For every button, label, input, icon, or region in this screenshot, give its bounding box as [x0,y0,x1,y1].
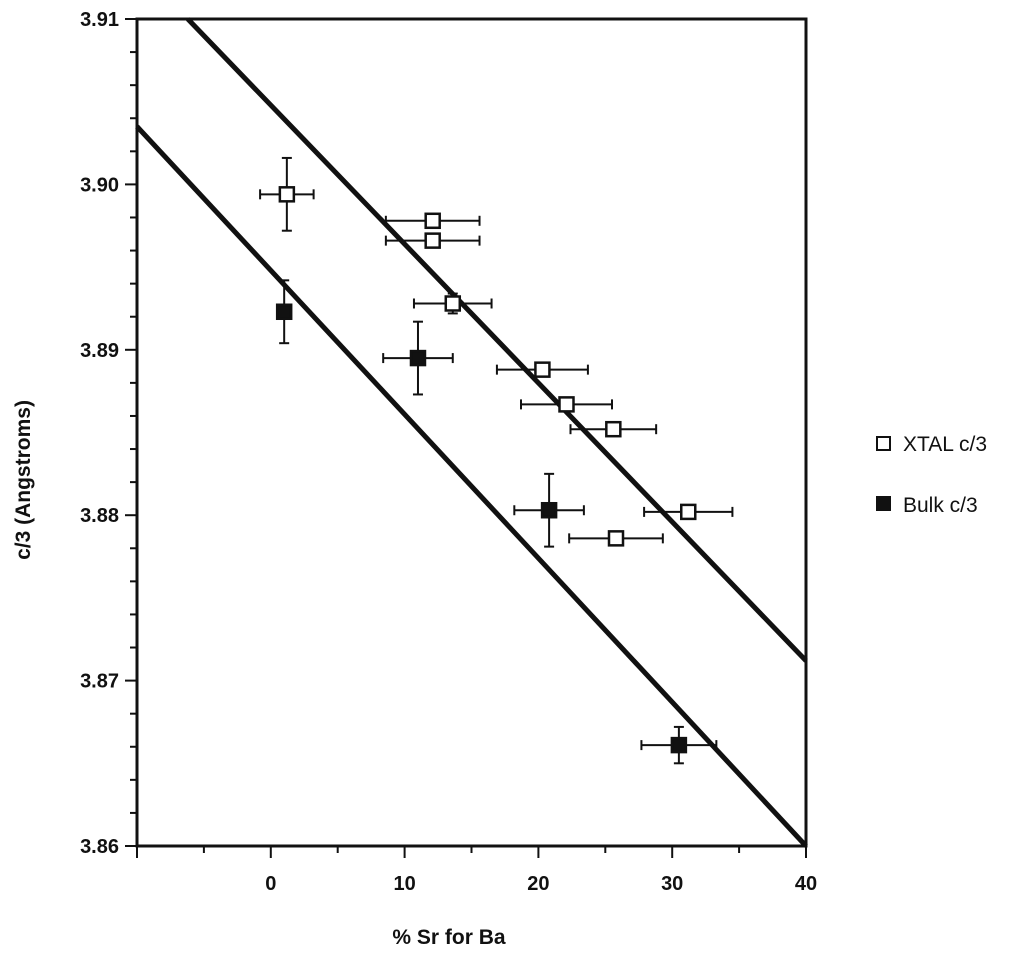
xtal-data-point [520,396,613,413]
xtal-data-point [384,232,481,249]
xtal-data-point [643,503,734,521]
open-square-marker [278,186,296,203]
xtal-data-point [495,361,589,378]
legend-marker-xtal [876,436,891,451]
y-tick-label: 3.86 [80,836,119,858]
open-square-marker [558,396,575,413]
legend-marker-bulk [876,496,891,511]
x-tick-label: 0 [265,873,276,895]
x-tick-label: 10 [393,873,415,895]
filled-square-marker [409,349,427,367]
open-square-marker [444,295,462,312]
open-square-marker [605,420,622,438]
x-tick-label: 20 [527,873,549,895]
filled-square-marker [540,501,558,519]
fit-lines [135,17,808,848]
open-square-marker [424,232,441,249]
xtal-data-point [412,292,493,315]
filled-square-marker [670,736,688,754]
plot-area [135,17,808,848]
xtal-data-point [568,530,664,547]
plot-border [135,17,808,848]
xtal-data-point [569,420,658,438]
y-tick-label: 3.88 [80,505,119,527]
bulk-data-point [382,320,454,396]
open-square-marker [680,503,697,521]
legend: XTAL c/3 Bulk c/3 [876,433,987,517]
x-axis-title: % Sr for Ba [392,926,506,949]
y-tick-label: 3.90 [80,174,119,196]
x-tick-label: 30 [661,873,683,895]
data-markers [259,156,734,765]
xtal-data-point [259,156,315,232]
bulk-data-point [513,472,585,548]
open-square-marker [534,361,551,378]
y-tick-label: 3.87 [80,671,119,693]
bulk-data-point [275,279,293,345]
y-axis-title: c/3 (Angstroms) [12,400,35,560]
y-tick-label: 3.89 [80,340,119,362]
x-axis: 0 10 20 30 40 [136,846,817,895]
x-tick-label: 40 [795,873,817,895]
y-axis: 3.86 3.87 3.88 3.89 3.90 3.91 [80,9,137,858]
open-square-marker [607,530,625,547]
filled-square-marker [275,303,293,321]
xtal-data-point [384,212,481,230]
legend-label-xtal: XTAL c/3 [903,433,987,456]
legend-label-bulk: Bulk c/3 [903,494,978,517]
open-square-marker [424,212,441,230]
lower-fit-line [135,124,808,848]
upper-fit-line [186,17,808,663]
y-tick-label: 3.91 [80,9,119,31]
bulk-data-point [640,725,718,765]
